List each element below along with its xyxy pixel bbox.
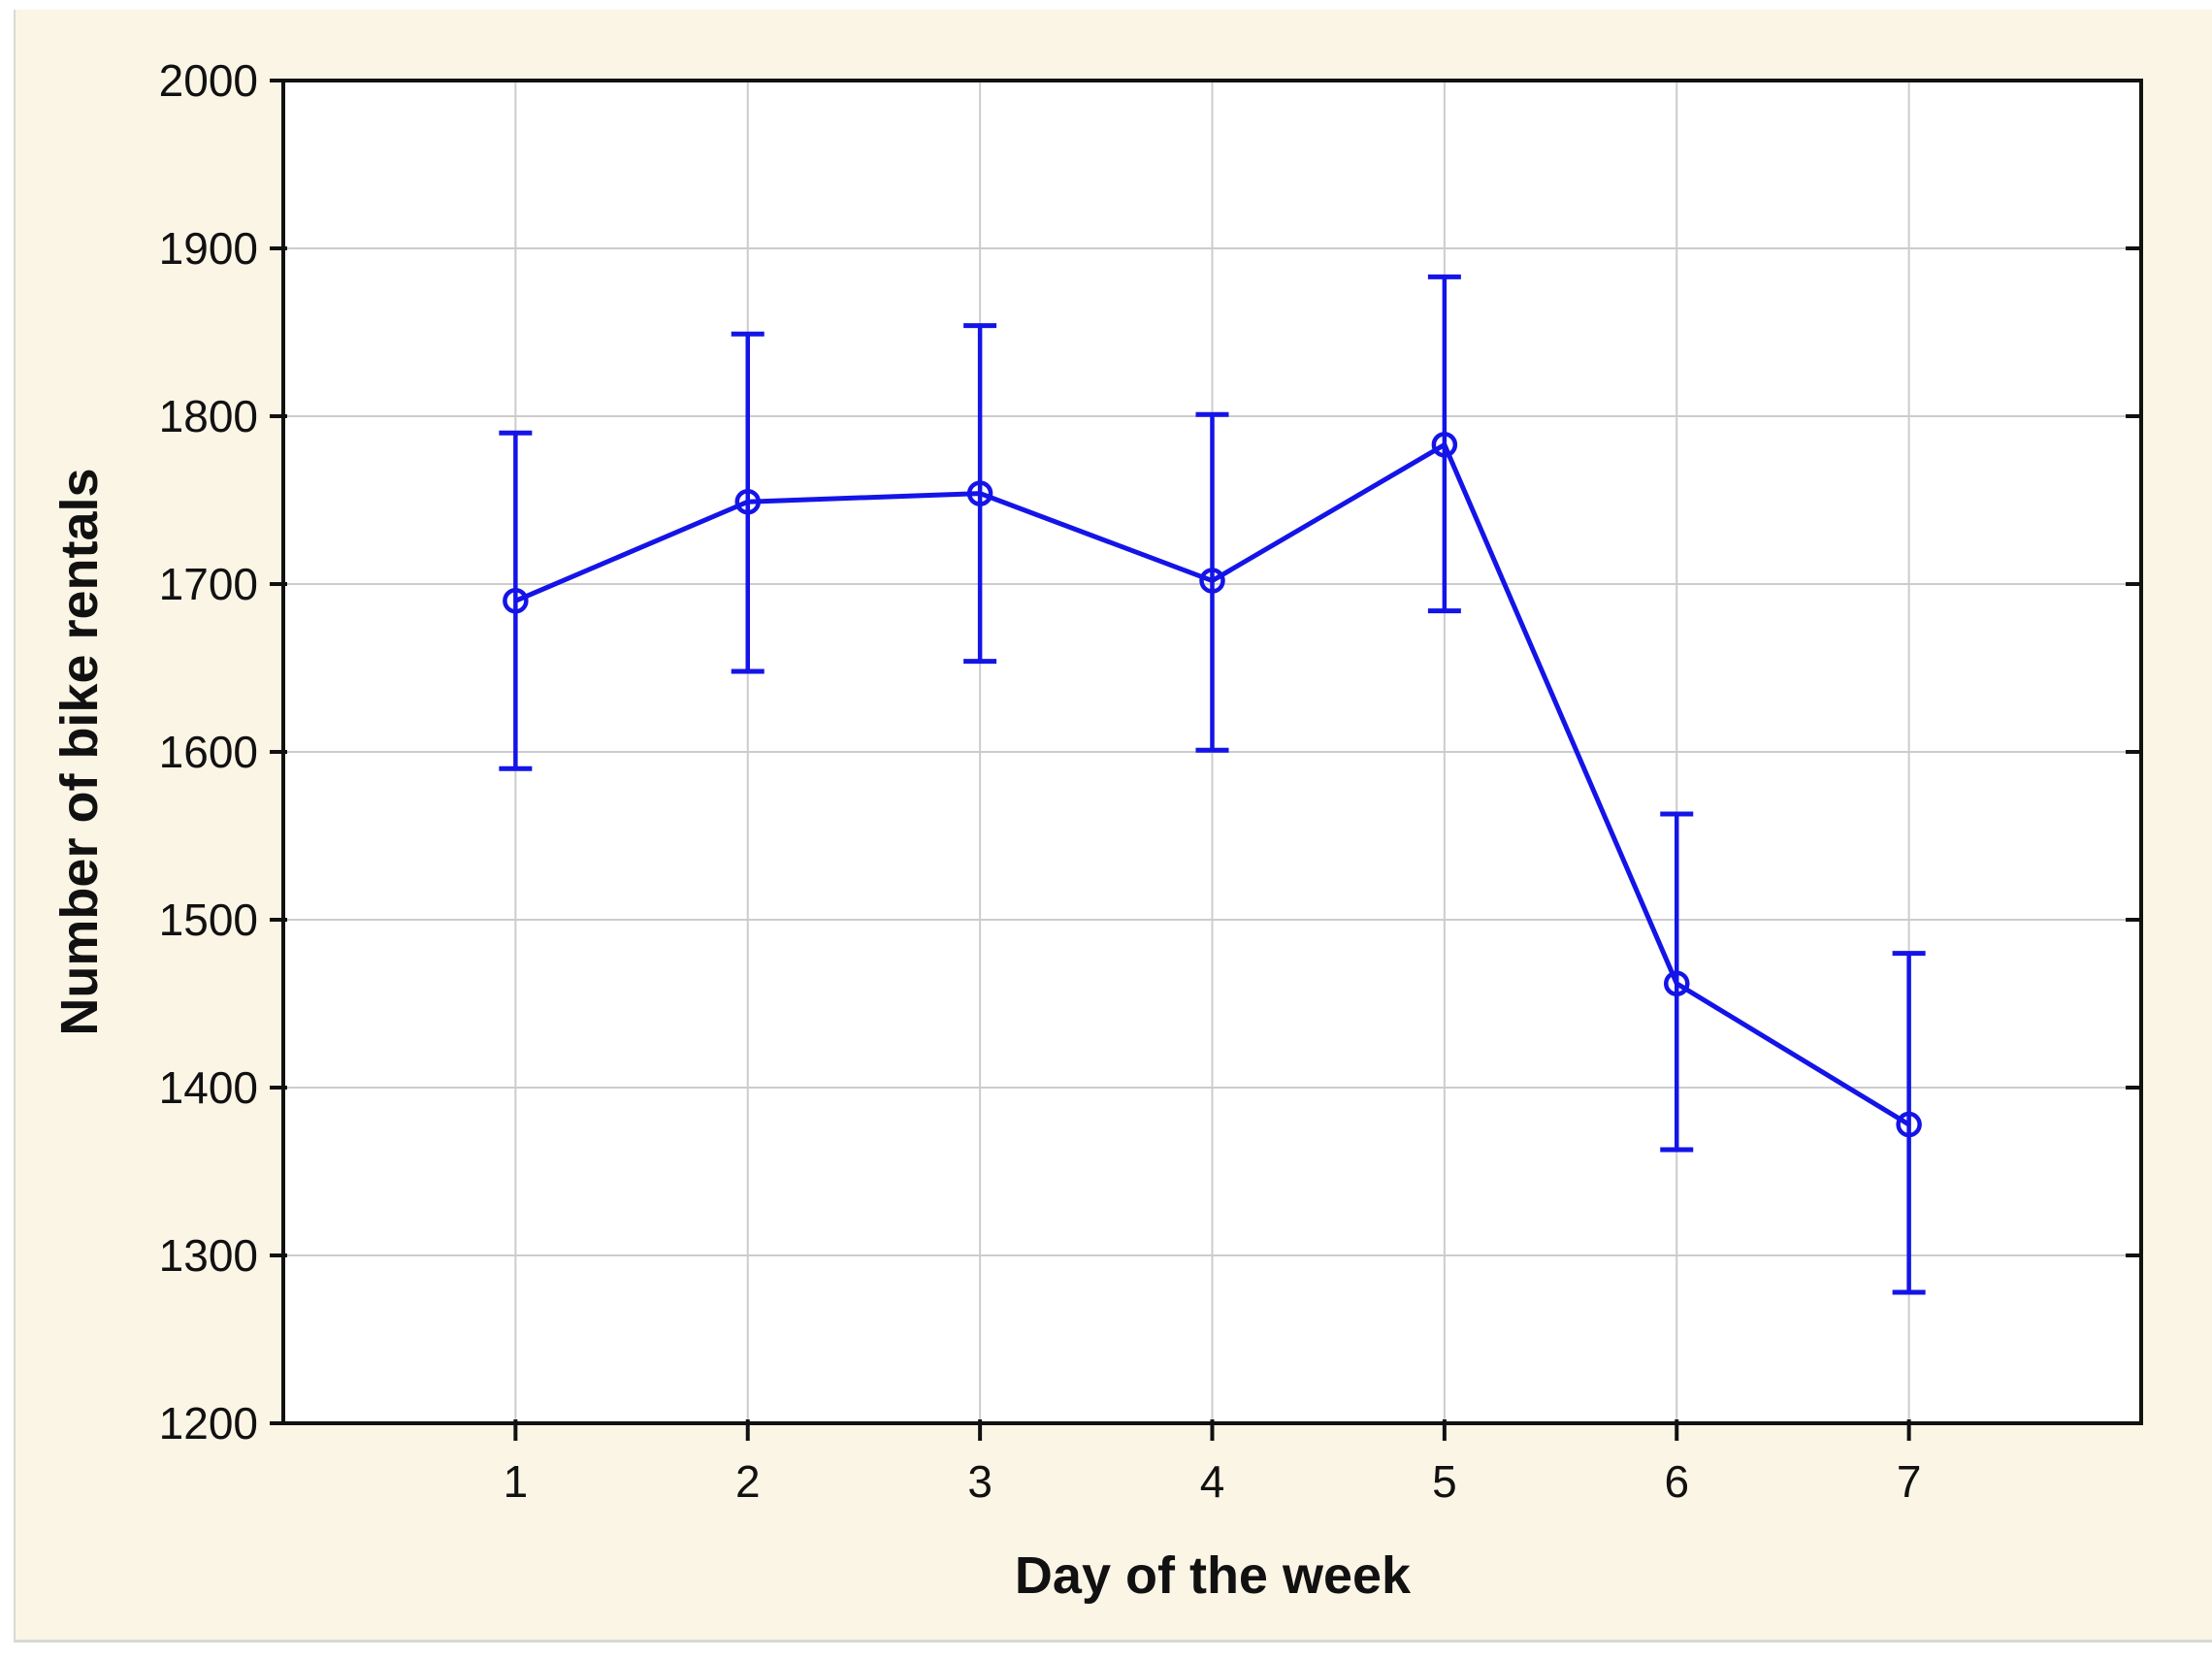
y-tick-label: 1200 bbox=[159, 1398, 258, 1448]
x-tick-label: 2 bbox=[735, 1456, 761, 1507]
data-series bbox=[499, 274, 1926, 1295]
x-tick-label: 1 bbox=[504, 1456, 529, 1507]
x-tick-label: 6 bbox=[1664, 1456, 1689, 1507]
x-axis-title: Day of the week bbox=[1015, 1546, 1412, 1605]
data-point-marker bbox=[1199, 568, 1225, 594]
data-point-marker bbox=[1431, 432, 1458, 458]
data-point-marker bbox=[503, 588, 529, 614]
data-point-marker bbox=[1664, 970, 1690, 996]
y-tick-label: 1300 bbox=[159, 1230, 258, 1281]
y-tick-label: 1900 bbox=[159, 223, 258, 274]
mean-line bbox=[514, 441, 1910, 1127]
x-tick-label: 4 bbox=[1200, 1456, 1225, 1507]
data-point-marker bbox=[966, 480, 993, 506]
axis-ticks bbox=[270, 79, 2143, 1441]
y-tick-label: 1400 bbox=[159, 1062, 258, 1113]
x-tick-label: 5 bbox=[1432, 1456, 1457, 1507]
y-tick-label: 1600 bbox=[159, 727, 258, 777]
y-tick-label: 1500 bbox=[159, 895, 258, 945]
y-tick-label: 1800 bbox=[159, 391, 258, 441]
y-tick-label: 2000 bbox=[159, 55, 258, 106]
x-tick-label: 3 bbox=[967, 1456, 992, 1507]
axis-tick-labels: 1200 1300 1400 1500 1600 1700 1800 1900 2000 1 2 3 4… bbox=[159, 55, 1922, 1507]
data-point-marker bbox=[1896, 1111, 1922, 1138]
data-point-marker bbox=[734, 488, 761, 515]
y-axis-title: Number of bike rentals bbox=[50, 468, 109, 1035]
x-tick-label: 7 bbox=[1897, 1456, 1922, 1507]
y-tick-label: 1700 bbox=[159, 559, 258, 609]
